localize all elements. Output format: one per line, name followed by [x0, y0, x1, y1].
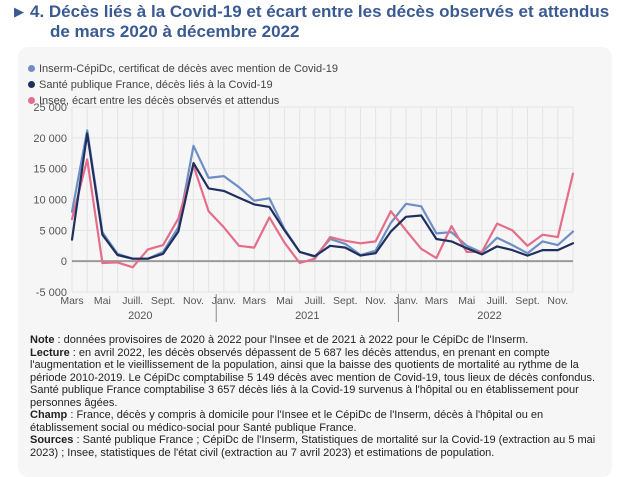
y-tick-label: 25 000 — [33, 102, 67, 114]
champ-label: Champ — [30, 409, 68, 421]
note-label: Note — [30, 334, 55, 346]
year-label: 2021 — [295, 310, 319, 322]
y-tick-label: 10 000 — [33, 195, 67, 207]
note-paragraph: Note : données provisoires de 2020 à 202… — [30, 334, 600, 347]
x-tick-label: Sept. — [515, 295, 540, 307]
legend-label: Santé publique France, décès liés à la C… — [39, 79, 273, 91]
x-tick-label: Mai — [276, 295, 293, 307]
x-tick-label: Mars — [243, 295, 266, 307]
grid — [71, 106, 574, 293]
x-tick-label: Nov. — [183, 295, 204, 307]
legend-item-insee[interactable]: Insee, écart entre les décès observés et… — [28, 93, 279, 109]
note-text: : données provisoires de 2020 à 2022 pou… — [54, 334, 529, 346]
x-tick-label: Nov. — [365, 295, 386, 307]
x-tick-label: Janv. — [212, 295, 236, 307]
series-line-0 — [70, 129, 575, 260]
lecture-paragraph: Lecture : en avril 2022, les décès obser… — [30, 347, 600, 410]
legend-dot-icon — [28, 81, 35, 88]
x-tick-label: Juill. — [122, 295, 143, 307]
line-chart: -5 000 0 5 000 10 000 15 000 20 000 25 000 Mar… — [33, 102, 575, 322]
champ-text: : France, décès y compris à domicile pou… — [30, 409, 544, 434]
x-tick-label: Juill. — [304, 295, 325, 307]
y-axis: -5 000 0 5 000 10 000 15 000 20 000 25 000 — [33, 102, 67, 299]
x-axis: Mars Mai Juill. Sept. Nov. Janv. Mars Mai Juill.… — [60, 294, 568, 322]
y-tick-label: 5 000 — [39, 225, 67, 237]
figure-title: ▶ 4. Décès liés à la Covid-19 et écart en… — [14, 2, 614, 42]
legend-item-inserm[interactable]: Inserm-CépiDc, certificat de décès avec … — [28, 61, 338, 77]
x-tick-label: Sept. — [151, 295, 176, 307]
title-line-1: 4. Décès liés à la Covid-19 et écart ent… — [30, 2, 610, 21]
series-line-2 — [70, 158, 575, 269]
legend: Inserm-CépiDc, certificat de décès avec … — [28, 61, 608, 109]
year-label: 2022 — [477, 310, 501, 322]
year-label: 2020 — [128, 310, 152, 322]
chart-panel: Inserm-CépiDc, certificat de décès avec … — [18, 47, 612, 477]
sources-text: : Santé publique France ; CépiDc de l'In… — [30, 434, 596, 459]
series-lines — [70, 129, 575, 269]
notes: Note : données provisoires de 2020 à 202… — [30, 334, 600, 459]
series-line-1 — [70, 132, 575, 260]
sources-paragraph: Sources : Santé publique France ; CépiDc… — [30, 434, 600, 459]
x-tick-label: Sept. — [333, 295, 358, 307]
y-tick-label: -5 000 — [36, 287, 67, 299]
lecture-text: : en avril 2022, les décès observés dépa… — [30, 346, 596, 409]
x-tick-label: Janv. — [394, 295, 418, 307]
legend-dot-icon — [28, 65, 35, 72]
y-tick-label: 15 000 — [33, 164, 67, 176]
x-tick-label: Mai — [94, 295, 111, 307]
legend-dot-icon — [28, 97, 35, 104]
legend-label: Insee, écart entre les décès observés et… — [39, 95, 280, 107]
champ-paragraph: Champ : France, décès y compris à domici… — [30, 409, 600, 434]
x-tick-label: Mars — [60, 295, 83, 307]
x-tick-label: Juill. — [487, 295, 508, 307]
triangle-right-icon: ▶ — [14, 4, 24, 19]
y-tick-label: 20 000 — [33, 133, 67, 145]
sources-label: Sources — [30, 434, 74, 446]
x-tick-label: Mai — [458, 295, 475, 307]
x-tick-label: Nov. — [547, 295, 568, 307]
y-tick-label: 0 — [61, 256, 67, 268]
legend-label: Inserm-CépiDc, certificat de décès avec … — [39, 63, 338, 75]
x-tick-label: Mars — [425, 295, 448, 307]
lecture-label: Lecture — [30, 346, 70, 359]
legend-item-spf[interactable]: Santé publique France, décès liés à la C… — [28, 77, 273, 93]
title-line-2: de mars 2020 à décembre 2022 — [50, 22, 300, 41]
